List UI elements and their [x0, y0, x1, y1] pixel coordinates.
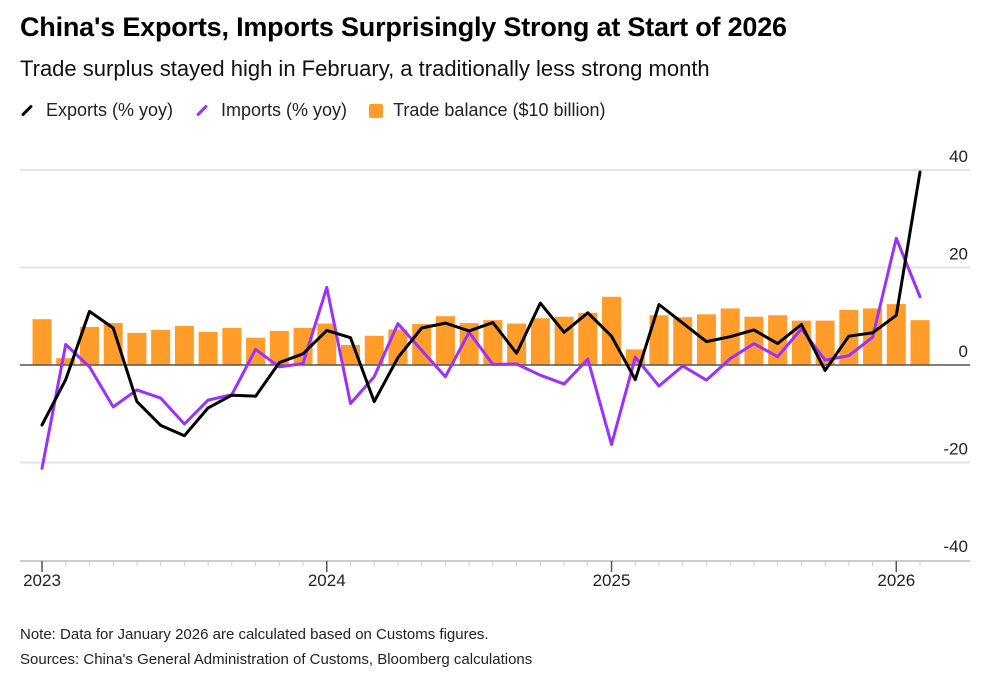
- trade-balance-bar: [673, 317, 693, 365]
- trade-balance-swatch-icon: [369, 103, 384, 118]
- trade-balance-bar: [483, 320, 503, 365]
- trade-balance-bar: [79, 326, 99, 365]
- trade-balance-bar: [649, 315, 669, 365]
- legend-item-exports: Exports (% yoy): [20, 100, 173, 121]
- x-tick-label: 2023: [23, 571, 61, 590]
- legend-label-imports: Imports (% yoy): [221, 100, 348, 120]
- legend-label-exports: Exports (% yoy): [46, 100, 174, 120]
- trade-balance-bar: [103, 323, 123, 365]
- legend-label-trade-balance: Trade balance ($10 billion): [393, 100, 606, 120]
- y-tick-label: 40: [949, 147, 968, 166]
- chart-note: Note: Data for January 2026 are calculat…: [20, 626, 489, 643]
- legend-item-trade-balance: Trade balance ($10 billion): [369, 100, 606, 121]
- y-tick-label: -20: [943, 440, 968, 459]
- legend: Exports (% yoy) Imports (% yoy) Trade ba…: [20, 100, 628, 121]
- chart-title: China's Exports, Imports Surprisingly St…: [20, 12, 787, 42]
- trade-balance-bar: [435, 316, 455, 365]
- trade-balance-bar: [530, 318, 550, 365]
- imports-line: [40, 236, 922, 470]
- legend-item-imports: Imports (% yoy): [195, 100, 347, 121]
- trade-balance-bar: [269, 330, 289, 365]
- y-tick-label: 20: [949, 245, 968, 264]
- x-tick-label: 2026: [877, 571, 915, 590]
- chart-sources: Sources: China's General Administration …: [20, 651, 533, 668]
- exports-line: [40, 170, 922, 438]
- chart-subtitle: Trade surplus stayed high in February, a…: [20, 56, 710, 81]
- trade-balance-bar: [127, 332, 147, 365]
- x-tick-label: 2025: [593, 571, 631, 590]
- trade-balance-bar: [696, 314, 716, 365]
- trade-balance-bar: [578, 312, 598, 365]
- trade-balance-bar: [388, 329, 408, 365]
- trade-balance-bar: [364, 335, 384, 365]
- trade-balance-bar: [222, 327, 242, 365]
- x-tick-label: 2024: [308, 571, 346, 590]
- trade-balance-bar: [507, 323, 527, 365]
- trade-balance-bar: [744, 316, 764, 365]
- trade-balance-bar: [32, 319, 52, 365]
- trade-balance-bar: [174, 326, 194, 365]
- trade-balance-bar: [56, 358, 76, 365]
- trade-balance-bar: [151, 329, 171, 365]
- trade-balance-bar: [198, 331, 218, 365]
- trade-balance-bar: [910, 320, 930, 365]
- trade-balance-bar: [459, 323, 479, 365]
- y-tick-label: -40: [943, 537, 968, 556]
- y-tick-label: 0: [959, 342, 968, 361]
